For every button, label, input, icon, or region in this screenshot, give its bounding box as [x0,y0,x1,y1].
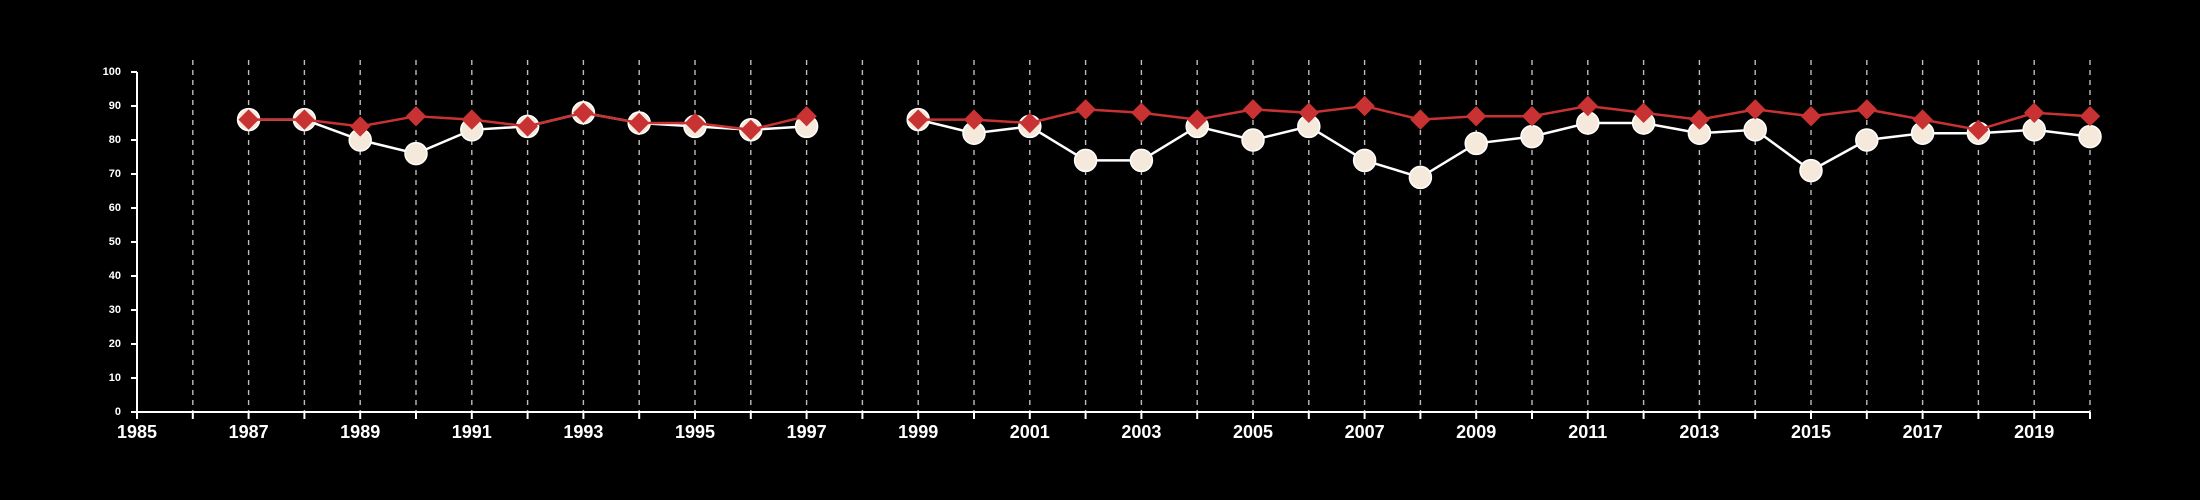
data-point-diamond [1800,105,1822,127]
data-point-diamond [573,102,594,124]
data-point-diamond [740,119,762,141]
x-tick-label: 2019 [2014,422,2054,442]
data-point-diamond [517,116,538,137]
data-point-circle [1799,158,1823,183]
data-point-circle [1073,148,1098,173]
data-point-diamond [1298,102,1320,124]
x-tick-label: 2007 [1345,422,1385,442]
x-tick-label: 1993 [563,422,603,442]
x-tick-label: 2017 [1903,422,1943,442]
data-point-diamond [1354,95,1375,117]
data-point-circle [1464,131,1488,156]
x-tick-label: 2011 [1568,422,1607,442]
x-tick-label: 1987 [229,422,269,442]
y-tick-label: 10 [109,372,121,384]
data-point-diamond [628,112,650,134]
data-point-circle [1241,128,1265,152]
x-tick-label: 1995 [675,422,715,442]
data-point-circle [1520,124,1544,149]
x-tick-label: 1989 [340,422,380,442]
data-point-diamond [907,109,929,130]
y-tick-label: 80 [109,134,121,146]
data-point-circle [404,141,428,166]
data-point-circle [1743,118,1767,142]
data-point-diamond [1019,112,1041,134]
y-tick-label: 70 [109,168,121,180]
x-tick-label: 2001 [1010,422,1050,442]
data-point-diamond [405,105,427,127]
y-tick-label: 90 [109,100,121,112]
data-point-diamond [1689,109,1710,130]
data-point-diamond [294,109,315,130]
y-tick-label: 20 [109,338,121,350]
x-tick-label: 2015 [1791,422,1831,442]
axes [136,72,2090,413]
y-tick-label: 100 [103,66,121,78]
data-point-diamond [1075,99,1096,120]
data-point-diamond [461,109,483,130]
data-point-diamond [1186,109,1208,130]
data-point-circle [1129,148,1154,173]
y-tick-label: 30 [109,304,121,316]
data-point-diamond [1577,95,1599,117]
y-tick-label: 60 [109,202,121,214]
series-line [918,104,2091,132]
data-point-diamond [1131,102,1152,124]
data-point-circle [1352,148,1377,173]
x-tick-label: 2005 [1233,422,1273,442]
data-point-circle [1408,165,1433,190]
y-tick-label: 0 [115,406,121,418]
y-axis-ticks: 0 10 20 30 40 50 60 70 80 90 100 [103,66,137,418]
x-tick-label: 1999 [898,422,938,442]
data-point-diamond [1242,99,1264,120]
data-point-circle [2078,124,2102,149]
data-point-diamond [1521,105,1543,127]
data-point-diamond [684,112,706,134]
series-1 [238,95,2101,141]
x-tick-label: 2013 [1679,422,1719,442]
data-point-diamond [1410,109,1431,130]
data-point-circle [1855,128,1879,152]
x-tick-label: 1985 [117,422,157,442]
data-point-diamond [1744,99,1766,120]
y-tick-label: 50 [109,236,121,248]
data-point-diamond [349,116,371,137]
x-tick-label: 1997 [787,422,827,442]
data-point-diamond [2023,102,2045,124]
data-point-diamond [796,105,817,127]
y-tick-label: 40 [109,270,121,282]
x-tick-label: 2003 [1121,422,1161,442]
data-point-diamond [1912,109,1933,130]
series-line [917,118,2091,179]
x-tick-label: 1991 [452,422,492,442]
data-point-diamond [238,109,259,130]
data-point-diamond [1968,119,1989,141]
x-axis-ticks: 1985 1987 1989 1991 1993 1995 1997 1999 2001 2003… [117,412,2091,442]
data-point-diamond [963,109,985,130]
data-point-diamond [1465,105,1487,127]
series [236,95,2102,190]
x-tick-label: 2009 [1456,422,1496,442]
data-point-diamond [1856,99,1878,120]
data-point-diamond [1633,102,1654,124]
data-point-diamond [2079,105,2101,127]
x-grid [192,60,2091,412]
